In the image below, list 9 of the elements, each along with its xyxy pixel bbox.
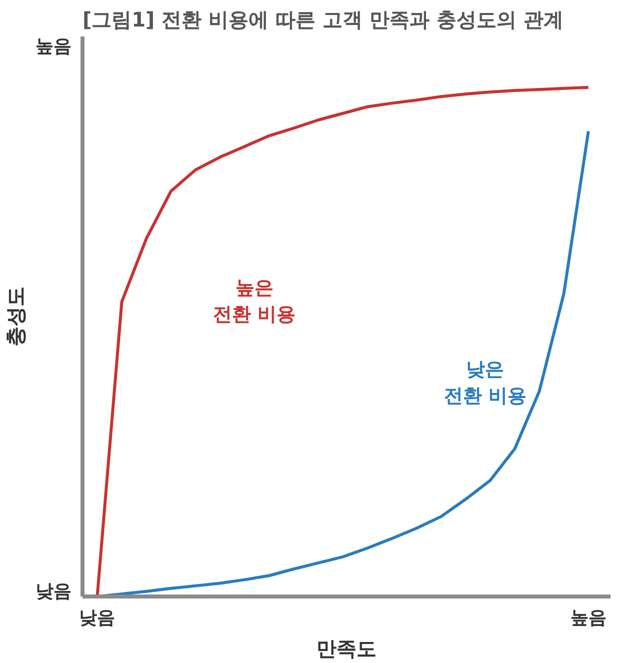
text: 낮음 <box>79 608 116 628</box>
x-axis-title: 만족도 <box>316 636 376 660</box>
text: 높음 <box>36 36 72 58</box>
text: 낮음 <box>36 580 72 602</box>
text: 높음 <box>570 608 606 628</box>
series-label: 낮은 전환 비용 <box>444 358 527 407</box>
y-axis-title: 충성도 <box>4 286 28 346</box>
chart-title: [그림1] 전환 비용에 따른 고객 만족과 충성도의 관계 <box>82 8 564 32</box>
text: 높은 전환 비용 <box>213 277 296 326</box>
